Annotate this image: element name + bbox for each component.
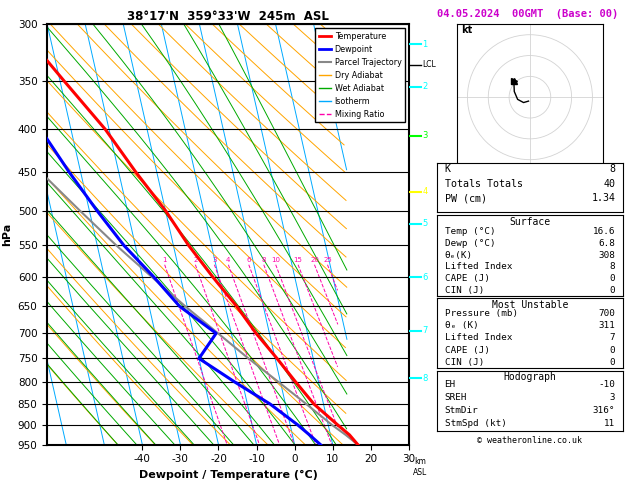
Text: 4: 4 <box>226 257 231 262</box>
Text: 1.34: 1.34 <box>591 193 615 203</box>
Text: EH: EH <box>445 380 456 389</box>
X-axis label: Dewpoint / Temperature (°C): Dewpoint / Temperature (°C) <box>138 470 318 480</box>
Text: 15: 15 <box>294 257 303 262</box>
Text: θₑ (K): θₑ (K) <box>445 321 478 330</box>
Text: 40: 40 <box>603 179 615 189</box>
Text: 4: 4 <box>423 188 428 196</box>
Text: 2: 2 <box>423 83 428 91</box>
Text: 0: 0 <box>610 274 615 283</box>
Y-axis label: hPa: hPa <box>2 223 12 246</box>
Text: km
ASL: km ASL <box>413 457 427 477</box>
Text: Totals Totals: Totals Totals <box>445 179 523 189</box>
Text: 3: 3 <box>423 131 428 140</box>
Text: 311: 311 <box>598 321 615 330</box>
Text: 25: 25 <box>323 257 332 262</box>
Text: 8: 8 <box>610 262 615 272</box>
Text: 3: 3 <box>212 257 216 262</box>
Text: Lifted Index: Lifted Index <box>445 333 512 342</box>
Text: 10: 10 <box>271 257 281 262</box>
Text: Lifted Index: Lifted Index <box>445 262 512 272</box>
Legend: Temperature, Dewpoint, Parcel Trajectory, Dry Adiabat, Wet Adiabat, Isotherm, Mi: Temperature, Dewpoint, Parcel Trajectory… <box>315 28 405 122</box>
Text: 316°: 316° <box>593 406 615 415</box>
Text: 1: 1 <box>162 257 167 262</box>
Text: 16.6: 16.6 <box>593 227 615 236</box>
Text: 8: 8 <box>610 164 615 174</box>
Text: 0: 0 <box>610 286 615 295</box>
Text: 8: 8 <box>262 257 266 262</box>
Text: Dewp (°C): Dewp (°C) <box>445 239 495 248</box>
Text: 11: 11 <box>604 419 615 429</box>
Text: StmSpd (kt): StmSpd (kt) <box>445 419 506 429</box>
Text: 7: 7 <box>610 333 615 342</box>
Text: 6.8: 6.8 <box>598 239 615 248</box>
Text: 1: 1 <box>423 39 428 49</box>
Text: Surface: Surface <box>509 217 550 227</box>
Text: -10: -10 <box>598 380 615 389</box>
Text: kt: kt <box>461 25 472 35</box>
Text: 5: 5 <box>423 219 428 228</box>
Text: SREH: SREH <box>445 393 467 402</box>
Text: StmDir: StmDir <box>445 406 478 415</box>
Text: Hodograph: Hodograph <box>503 372 557 382</box>
Text: PW (cm): PW (cm) <box>445 193 487 203</box>
Text: CAPE (J): CAPE (J) <box>445 346 489 355</box>
Text: 7: 7 <box>423 326 428 335</box>
Text: θₑ(K): θₑ(K) <box>445 251 473 260</box>
Text: 0: 0 <box>610 346 615 355</box>
Text: CIN (J): CIN (J) <box>445 358 484 367</box>
Text: CAPE (J): CAPE (J) <box>445 274 489 283</box>
Text: K: K <box>445 164 450 174</box>
Text: Pressure (mb): Pressure (mb) <box>445 309 518 318</box>
Text: 0: 0 <box>610 358 615 367</box>
Text: 20: 20 <box>310 257 319 262</box>
Text: 700: 700 <box>598 309 615 318</box>
Text: 8: 8 <box>423 374 428 382</box>
Text: 04.05.2024  00GMT  (Base: 00): 04.05.2024 00GMT (Base: 00) <box>437 9 618 19</box>
Text: CIN (J): CIN (J) <box>445 286 484 295</box>
Text: © weatheronline.co.uk: © weatheronline.co.uk <box>477 435 582 445</box>
Text: Most Unstable: Most Unstable <box>492 300 568 310</box>
Text: 308: 308 <box>598 251 615 260</box>
Title: 38°17'N  359°33'W  245m  ASL: 38°17'N 359°33'W 245m ASL <box>127 10 329 23</box>
Text: 2: 2 <box>193 257 198 262</box>
Text: LCL: LCL <box>423 60 437 69</box>
Text: 6: 6 <box>247 257 251 262</box>
Text: 3: 3 <box>610 393 615 402</box>
Text: 6: 6 <box>423 273 428 281</box>
Text: Temp (°C): Temp (°C) <box>445 227 495 236</box>
